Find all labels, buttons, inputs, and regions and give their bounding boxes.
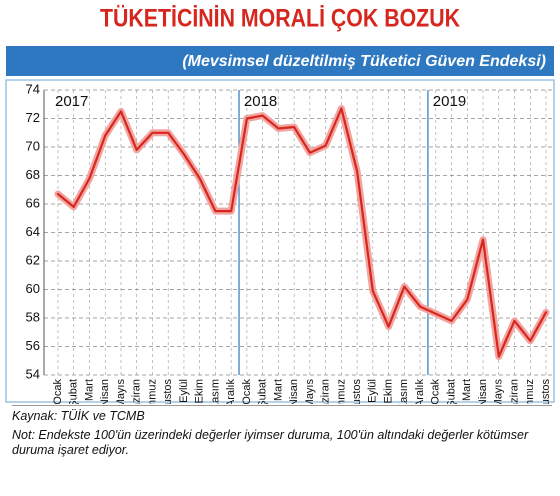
- y-tick-label: 70: [26, 138, 40, 153]
- chart-title: TÜKETİCİNİN MORALİ ÇOK BOZUK: [100, 4, 460, 33]
- x-tick-label: Nisan: [477, 379, 489, 404]
- subtitle-banner: [6, 46, 554, 76]
- x-tick-label: Mayıs: [115, 379, 127, 404]
- x-tick-label: Mart: [83, 379, 95, 401]
- x-tick-label: Haziran: [320, 379, 332, 404]
- x-tick-label: Kasım: [398, 379, 410, 404]
- x-tick-label: Ocak: [241, 379, 253, 404]
- year-label: 2017: [55, 93, 88, 110]
- y-tick-label: 64: [26, 224, 40, 239]
- x-tick-label: Şubat: [257, 379, 269, 404]
- chart-frame: [5, 79, 555, 403]
- x-tick-label: Şubat: [445, 379, 457, 404]
- y-tick-label: 62: [26, 252, 40, 267]
- x-tick-label: Mayıs: [493, 379, 505, 404]
- x-tick-label: Ekim: [382, 379, 394, 403]
- x-tick-label: Eylül: [367, 379, 379, 403]
- x-tick-label: Ekim: [194, 379, 206, 403]
- x-tick-label: Eylül: [178, 379, 190, 403]
- x-tick-label: Ağustos: [351, 379, 363, 404]
- x-tick-label: Haziran: [131, 379, 143, 404]
- note: Not: Endekste 100'ün üzerindeki değerler…: [12, 428, 529, 457]
- y-tick-label: 66: [26, 195, 40, 210]
- y-tick-label: 74: [26, 81, 40, 96]
- x-tick-label: Temmuz: [524, 379, 536, 404]
- year-label: 2018: [244, 93, 277, 110]
- y-tick-label: 58: [26, 309, 40, 324]
- x-tick-label: Mayıs: [304, 379, 316, 404]
- x-tick-label: Ağustos: [162, 379, 174, 404]
- x-tick-label: Haziran: [508, 379, 520, 404]
- y-tick-label: 56: [26, 338, 40, 353]
- y-tick-label: 54: [26, 366, 40, 381]
- x-tick-label: Aralık: [225, 379, 237, 404]
- y-tick-label: 72: [26, 110, 40, 125]
- year-label: 2019: [433, 93, 466, 110]
- y-tick-label: 60: [26, 281, 40, 296]
- source: Kaynak: TÜİK ve TCMB: [12, 405, 552, 424]
- x-tick-label: Kasım: [209, 379, 221, 404]
- x-tick-label: Temmuz: [335, 379, 347, 404]
- x-tick-label: Nisan: [99, 379, 111, 404]
- x-tick-label: Mart: [461, 379, 473, 401]
- chart: TÜKETİCİNİN MORALİ ÇOK BOZUK (Mevsimsel …: [5, 4, 555, 404]
- y-tick-label: 68: [26, 167, 40, 182]
- x-tick-label: Temmuz: [146, 379, 158, 404]
- x-tick-label: Aralık: [414, 379, 426, 404]
- x-tick-label: Mart: [272, 379, 284, 401]
- x-tick-label: Ocak: [430, 379, 442, 404]
- chart-subtitle: (Mevsimsel düzeltilmiş Tüketici Güven En…: [182, 53, 546, 70]
- line: [56, 107, 548, 358]
- x-tick-label: Nisan: [288, 379, 300, 404]
- x-tick-label: Ağustos: [540, 379, 552, 404]
- x-tick-label: Ocak: [52, 379, 64, 404]
- x-tick-label: Şubat: [68, 379, 80, 404]
